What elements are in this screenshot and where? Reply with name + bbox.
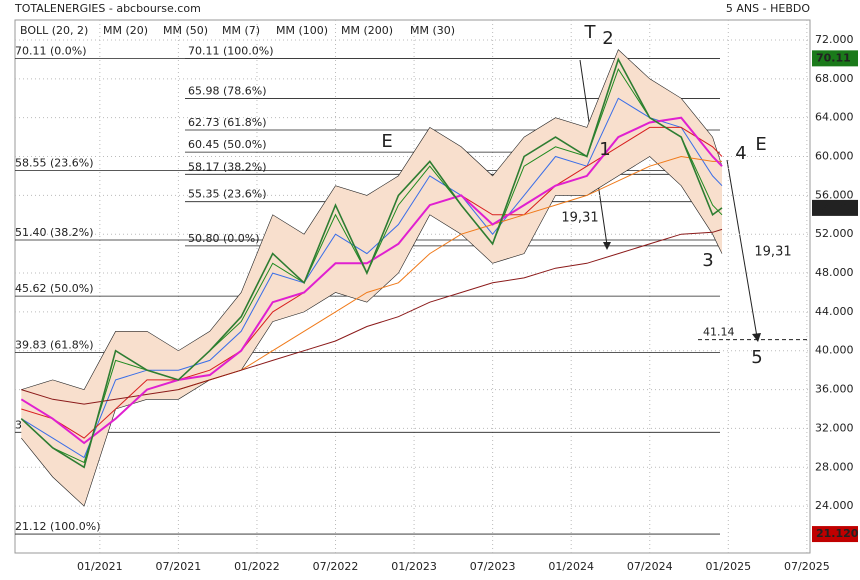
legend-entry: MM (50) — [163, 24, 208, 37]
x-tick-label: 07/2022 — [313, 560, 359, 573]
y-tick-label: 68.000 — [815, 72, 854, 85]
fib-label: 62.73 (61.8%) — [188, 116, 267, 129]
price-tag — [812, 199, 858, 216]
fib-label: 58.55 (23.6%) — [15, 157, 94, 170]
price-tag-label: 54.71 — [816, 201, 851, 214]
x-tick-label: 07/2024 — [627, 560, 673, 573]
annotation: 2 — [602, 28, 613, 49]
legend-entry: MM (200) — [341, 24, 393, 37]
fib-label: 50.80 (0.0%) — [188, 232, 260, 245]
target-label: 41.14 — [703, 326, 735, 339]
price-tag-label: 21.120 — [816, 527, 859, 540]
x-tick-label: 01/2024 — [548, 560, 594, 573]
y-tick-label: 72.000 — [815, 33, 854, 46]
y-tick-label: 44.000 — [815, 305, 854, 318]
fib-label: 55.35 (23.6%) — [188, 188, 267, 201]
price-line — [20, 57, 723, 469]
annotation: 19,31 — [561, 211, 598, 226]
y-tick-label: 28.000 — [815, 460, 854, 473]
legend-entry: MM (100) — [276, 24, 328, 37]
fib-label: 65.98 (78.6%) — [188, 84, 267, 97]
legend-entry: MM (7) — [222, 24, 260, 37]
chart-title: TOTALENERGIES - abcbourse.com — [14, 2, 201, 15]
legend-entry: MM (30) — [410, 24, 455, 37]
y-tick-label: 24.000 — [815, 499, 854, 512]
y-tick-label: 40.000 — [815, 344, 854, 357]
fib-label: 60.45 (50.0%) — [188, 138, 267, 151]
legend-entry: BOLL (20, 2) — [20, 24, 88, 37]
fib-label: 70.11 (100.0%) — [188, 44, 274, 57]
fib-label: 21.12 (100.0%) — [15, 520, 101, 533]
y-tick-label: 64.000 — [815, 111, 854, 124]
annotation: E — [381, 131, 392, 152]
annotation: 3 — [702, 250, 713, 271]
y-tick-label: 52.000 — [815, 227, 854, 240]
x-tick-label: 01/2023 — [391, 560, 437, 573]
y-tick-label: 56.000 — [815, 188, 854, 201]
fib-label: 51.40 (38.2%) — [15, 226, 94, 239]
legend-entry: MM (20) — [103, 24, 148, 37]
x-tick-label: 07/2025 — [784, 560, 830, 573]
arrow — [726, 159, 758, 338]
bollinger-band — [21, 49, 723, 507]
y-tick-label: 60.000 — [815, 150, 854, 163]
plot-frame — [14, 19, 811, 554]
y-tick-label: 36.000 — [815, 383, 854, 396]
annotation: 5 — [751, 347, 762, 368]
x-tick-label: 01/2025 — [705, 560, 751, 573]
x-tick-label: 07/2023 — [470, 560, 516, 573]
chart-subtitle: 5 ANS - HEBDO — [726, 2, 810, 15]
annotation: T — [584, 22, 597, 43]
arrow-head — [752, 333, 761, 342]
fib-label: 45.62 (50.0%) — [15, 282, 94, 295]
annotation: 4 — [735, 143, 746, 164]
moving-average — [20, 116, 723, 445]
y-tick-label: 48.000 — [815, 266, 854, 279]
y-tick-label: 32.000 — [815, 421, 854, 434]
x-tick-label: 07/2021 — [156, 560, 202, 573]
fib-label: 39.83 (61.8%) — [15, 338, 94, 351]
fib-label: 58.17 (38.2%) — [188, 160, 267, 173]
bollinger-upper — [21, 49, 723, 390]
moving-average — [178, 155, 722, 391]
annotation: 1 — [599, 139, 610, 160]
x-tick-label: 01/2021 — [77, 560, 123, 573]
annotation: E — [755, 134, 766, 155]
price-tag — [812, 526, 858, 543]
price-tag-label: 70.11 — [816, 51, 851, 64]
moving-average — [20, 67, 723, 464]
annotation: 19,31 — [754, 245, 791, 260]
x-tick-label: 01/2022 — [234, 560, 280, 573]
price-tag — [812, 50, 858, 67]
fib-label: 70.11 (0.0%) — [15, 44, 87, 57]
